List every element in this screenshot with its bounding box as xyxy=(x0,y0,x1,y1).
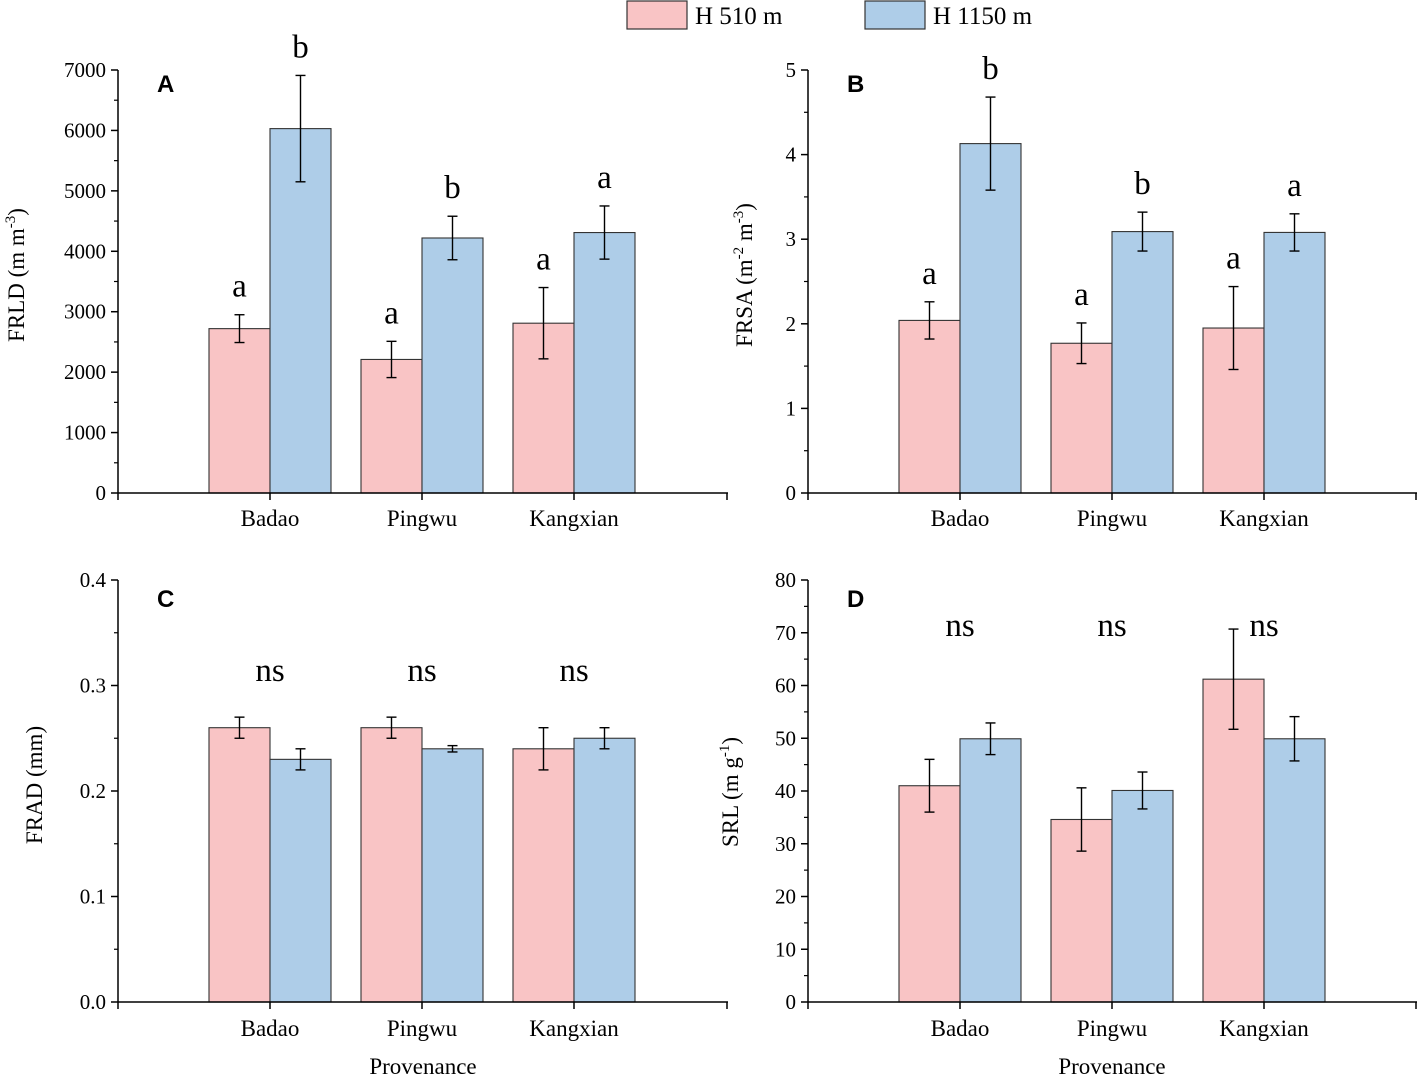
panel-a-sig-letter-0-1: a xyxy=(384,295,399,331)
panel-a-category-label-badao: Badao xyxy=(241,506,300,531)
panel-d-ytick-label-1: 10 xyxy=(775,937,796,961)
panel-b-bar-h1150m-badao xyxy=(959,143,1022,494)
panel-a-category-label-kangxian: Kangxian xyxy=(529,506,619,531)
panel-d-ytick-label-4: 40 xyxy=(775,779,796,803)
panel-c-bar-h510m-kangxian xyxy=(512,748,575,1003)
panel-c-bar-h510m-pingwu xyxy=(360,727,423,1003)
panel-b-category-label-badao: Badao xyxy=(931,506,990,531)
panel-a-ytick-label-5: 5000 xyxy=(64,179,106,203)
panel-d-category-label-badao: Badao xyxy=(931,1016,990,1041)
panel-d-ytick-label-7: 70 xyxy=(775,621,796,645)
legend-swatch-h510 xyxy=(626,0,688,30)
panel-d-ytick-label-3: 30 xyxy=(775,832,796,856)
panel-b-bar-h510m-pingwu xyxy=(1050,342,1113,494)
panel-c: C FRAD (mm) Provenance ns ns ns 0.0 0.1 0.2 0.… xyxy=(22,568,728,1077)
panel-d-ytick-label-0: 0 xyxy=(786,990,797,1014)
panel-a-bar-h510m-pingwu xyxy=(360,358,423,494)
panel-d-label: D xyxy=(847,586,864,613)
panel-a-sig-letter-0-2: a xyxy=(536,242,551,278)
panel-c-bar-h1150m-kangxian xyxy=(573,737,636,1003)
legend-swatch-h1150 xyxy=(864,0,926,30)
panel-b-ytick-label-3: 3 xyxy=(786,227,797,251)
panel-b-sig-letter-0-1: a xyxy=(1074,277,1089,313)
panel-b-bar-h1150m-pingwu xyxy=(1111,231,1174,494)
panel-c-group-label-2: ns xyxy=(559,653,588,689)
panel-b: B FRSA (m-2 m-3) a a a b b a 0 1 2 3 4 5 Badao Pingwu… xyxy=(731,51,1417,531)
panel-b-ytick-label-5: 5 xyxy=(786,58,797,82)
panel-d-ytick-label-2: 20 xyxy=(775,885,796,909)
panel-c-category-label-pingwu: Pingwu xyxy=(387,1016,458,1041)
panel-d-ytick-label-6: 60 xyxy=(775,674,796,698)
panel-c-category-label-kangxian: Kangxian xyxy=(529,1016,619,1041)
panel-d-group-label-0: ns xyxy=(945,608,974,644)
panel-a-y-axis-title: FRLD (m m-3) xyxy=(3,208,29,342)
panel-a-label: A xyxy=(157,71,174,98)
panel-b-category-label-pingwu: Pingwu xyxy=(1077,506,1148,531)
panel-a-ytick-label-3: 3000 xyxy=(64,300,106,324)
panel-c-category-label-badao: Badao xyxy=(241,1016,300,1041)
panel-d-ytick-label-5: 50 xyxy=(775,726,796,750)
panel-c-label: C xyxy=(157,586,174,613)
panel-a-sig-letter-1-1: b xyxy=(444,170,461,206)
panel-b-bar-h510m-badao xyxy=(898,319,961,494)
panel-b-ytick-label-4: 4 xyxy=(786,143,797,167)
panel-c-ytick-label-2: 0.2 xyxy=(80,779,106,803)
panel-a: A FRLD (m m-3) a a a b b a 0 1000 2000 3000 4000 50… xyxy=(3,29,728,531)
panel-a-sig-letter-0-0: a xyxy=(232,269,247,305)
panel-a-ytick-label-1: 1000 xyxy=(64,421,106,445)
panel-d: D SRL (m g-1) Provenance ns ns ns 0 10 20 30 40… xyxy=(717,568,1417,1077)
panel-b-sig-letter-1-0: b xyxy=(982,51,999,87)
panel-a-category-label-pingwu: Pingwu xyxy=(387,506,458,531)
panel-d-ytick-label-8: 80 xyxy=(775,568,796,592)
panel-a-bar-h510m-badao xyxy=(208,328,271,494)
legend-label-h510: H 510 m xyxy=(695,3,783,30)
panel-c-group-label-1: ns xyxy=(407,653,436,689)
panel-b-ytick-label-2: 2 xyxy=(786,312,797,336)
panel-a-ytick-label-6: 6000 xyxy=(64,118,106,142)
panel-a-ytick-label-0: 0 xyxy=(96,481,107,505)
panel-b-category-label-kangxian: Kangxian xyxy=(1219,506,1309,531)
panel-c-ytick-label-0: 0.0 xyxy=(80,990,106,1014)
panel-b-ytick-label-0: 0 xyxy=(786,481,797,505)
panel-c-ytick-label-3: 0.3 xyxy=(80,674,106,698)
panel-d-bar-h1150m-badao xyxy=(959,738,1022,1003)
panel-d-x-axis-title: Provenance xyxy=(1058,1054,1165,1077)
panel-a-bar-h1150m-kangxian xyxy=(573,232,636,494)
panel-c-y-axis-title: FRAD (mm) xyxy=(22,726,47,844)
panel-d-bar-h510m-badao xyxy=(898,785,961,1003)
panel-b-label: B xyxy=(847,71,864,98)
panel-c-x-axis-title: Provenance xyxy=(369,1054,476,1077)
panel-b-ytick-label-1: 1 xyxy=(786,396,797,420)
panel-b-sig-letter-0-0: a xyxy=(922,256,937,292)
panel-c-group-label-0: ns xyxy=(255,653,284,689)
panel-b-bar-h1150m-kangxian xyxy=(1263,231,1326,494)
panel-a-ytick-label-2: 2000 xyxy=(64,360,106,384)
panel-d-y-axis-title: SRL (m g-1) xyxy=(717,737,743,847)
panel-a-ytick-label-7: 7000 xyxy=(64,58,106,82)
panel-c-bar-h1150m-badao xyxy=(269,758,332,1003)
legend-label-h1150: H 1150 m xyxy=(933,3,1033,30)
legend: H 510 m H 1150 m xyxy=(626,0,1033,30)
panel-d-bar-h1150m-pingwu xyxy=(1111,789,1174,1003)
panel-a-sig-letter-1-2: a xyxy=(597,160,612,196)
panel-a-bar-h1150m-pingwu xyxy=(421,237,484,494)
panel-c-bar-h510m-badao xyxy=(208,727,271,1003)
panel-c-bar-h1150m-pingwu xyxy=(421,748,484,1003)
panel-c-ytick-label-4: 0.4 xyxy=(80,568,107,592)
panel-d-group-label-1: ns xyxy=(1097,608,1126,644)
panel-d-category-label-kangxian: Kangxian xyxy=(1219,1016,1309,1041)
panel-d-bar-h1150m-kangxian xyxy=(1263,738,1326,1003)
panel-d-group-label-2: ns xyxy=(1249,608,1278,644)
panel-a-bar-h1150m-badao xyxy=(269,128,332,494)
panel-a-sig-letter-1-0: b xyxy=(292,29,309,65)
panel-b-sig-letter-1-2: a xyxy=(1287,168,1302,204)
panel-b-y-axis-title: FRSA (m-2 m-3) xyxy=(731,203,757,347)
panel-b-sig-letter-1-1: b xyxy=(1134,166,1151,202)
panel-d-category-label-pingwu: Pingwu xyxy=(1077,1016,1148,1041)
panel-b-sig-letter-0-2: a xyxy=(1226,241,1241,277)
panel-c-ytick-label-1: 0.1 xyxy=(80,885,106,909)
panel-a-ytick-label-4: 4000 xyxy=(64,239,106,263)
